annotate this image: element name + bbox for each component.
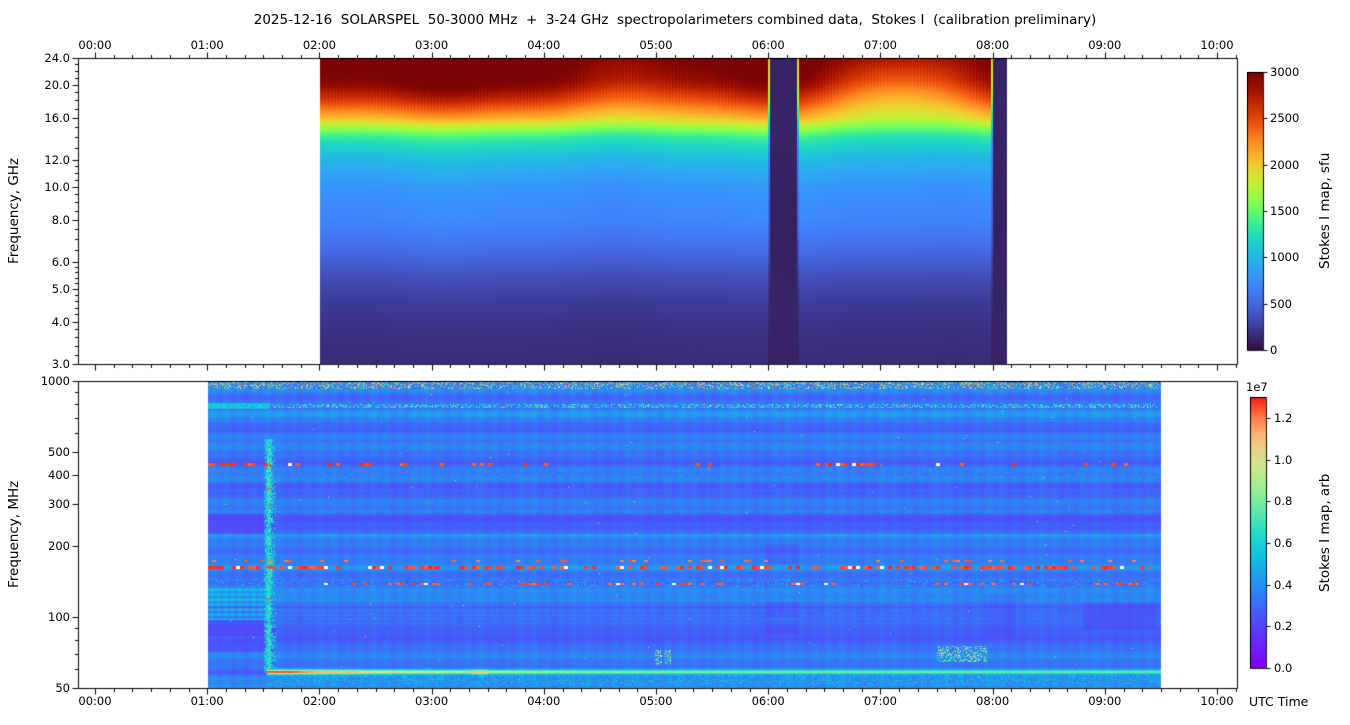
x-tick-label-bottom: 00:00 (78, 694, 112, 708)
x-tick-label-top: 06:00 (751, 38, 785, 52)
y-tick-label-ghz: 4.0 (51, 314, 70, 329)
y-tick-label-mhz: 100 (48, 609, 70, 624)
y-tick-label-mhz: 300 (48, 497, 70, 512)
colorbar-label-arb: Stokes I map, arb (1317, 473, 1333, 592)
y-tick-label-ghz: 6.0 (51, 255, 70, 269)
x-tick-label-top: 05:00 (639, 38, 673, 52)
y-tick-label-ghz: 16.0 (44, 110, 70, 125)
x-tick-label-bottom: 07:00 (863, 694, 897, 708)
x-tick-label-top: 03:00 (415, 38, 449, 52)
x-tick-label-bottom: 02:00 (302, 694, 336, 708)
colorbar-sfu-tick-label: 1500 (1270, 204, 1300, 218)
y-tick-label-ghz: 24.0 (44, 51, 70, 65)
colorbar-arb-tick-label: 0.2 (1274, 619, 1293, 634)
x-tick-label-top: 02:00 (302, 38, 336, 52)
x-tick-label-top: 10:00 (1200, 38, 1234, 52)
x-tick-label-bottom: 10:00 (1200, 694, 1234, 708)
x-tick-label-top: 08:00 (976, 38, 1010, 52)
colorbar-label-sfu: Stokes I map, sfu (1317, 152, 1333, 270)
y-tick-label-mhz: 500 (48, 445, 70, 460)
x-tick-label-top: 01:00 (190, 38, 224, 52)
y-tick-label-ghz: 10.0 (44, 179, 70, 194)
colorbar-arb-tick-label: 0.6 (1274, 535, 1293, 550)
x-tick-label-top: 04:00 (527, 38, 561, 52)
colorbar-arb-tick-label: 0.8 (1274, 494, 1293, 509)
x-tick-label-top: 09:00 (1088, 38, 1122, 52)
x-axis-unit-label: UTC Time (1249, 694, 1309, 709)
y-tick-label-mhz: 200 (48, 538, 70, 553)
figure-title: 2025-12-16 SOLARSPEL 50-3000 MHz + 3-24 … (253, 12, 1097, 28)
colorbar-arb-tick-label: 0.0 (1274, 661, 1293, 675)
x-tick-label-top: 07:00 (863, 38, 897, 52)
colorbar-sfu-tick-label: 2000 (1270, 157, 1300, 172)
x-tick-label-bottom: 08:00 (976, 694, 1010, 708)
colorbar-arb-tick-label: 0.4 (1274, 577, 1293, 592)
y-tick-label-ghz: 3.0 (51, 357, 70, 371)
x-tick-label-top: 00:00 (78, 38, 112, 52)
colorbar-arb-tick-label: 1.2 (1274, 410, 1293, 425)
colorbar-exponent-label: 1e7 (1246, 380, 1268, 394)
y-tick-label-mhz: 50 (55, 681, 70, 695)
x-tick-label-bottom: 04:00 (527, 694, 561, 708)
x-tick-label-bottom: 05:00 (639, 694, 673, 708)
colorbar-sfu-tick-label: 0 (1270, 343, 1278, 357)
colorbar-arb-tick-label: 1.0 (1274, 452, 1293, 467)
y-tick-label-ghz: 20.0 (44, 77, 70, 92)
colorbar-sfu-tick-label: 1000 (1270, 250, 1300, 265)
x-tick-label-bottom: 09:00 (1088, 694, 1122, 708)
x-tick-label-bottom: 03:00 (415, 694, 449, 708)
y-axis-label-ghz: Frequency, GHz (6, 157, 22, 265)
y-tick-label-ghz: 12.0 (44, 153, 70, 167)
y-tick-label-mhz: 1000 (40, 374, 70, 388)
y-tick-label-mhz: 400 (48, 467, 70, 482)
y-tick-label-ghz: 5.0 (51, 281, 70, 296)
colorbar-sfu-tick-label: 3000 (1270, 65, 1300, 79)
x-tick-label-bottom: 06:00 (751, 694, 785, 708)
y-tick-label-ghz: 8.0 (51, 212, 70, 227)
y-axis-label-mhz: Frequency, MHz (6, 480, 22, 589)
colorbar-sfu-tick-label: 500 (1270, 296, 1292, 311)
x-tick-label-bottom: 01:00 (190, 694, 224, 708)
colorbar-sfu-tick-label: 2500 (1270, 111, 1300, 126)
